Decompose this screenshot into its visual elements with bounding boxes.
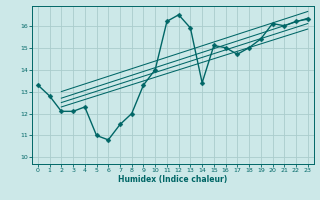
X-axis label: Humidex (Indice chaleur): Humidex (Indice chaleur) — [118, 175, 228, 184]
